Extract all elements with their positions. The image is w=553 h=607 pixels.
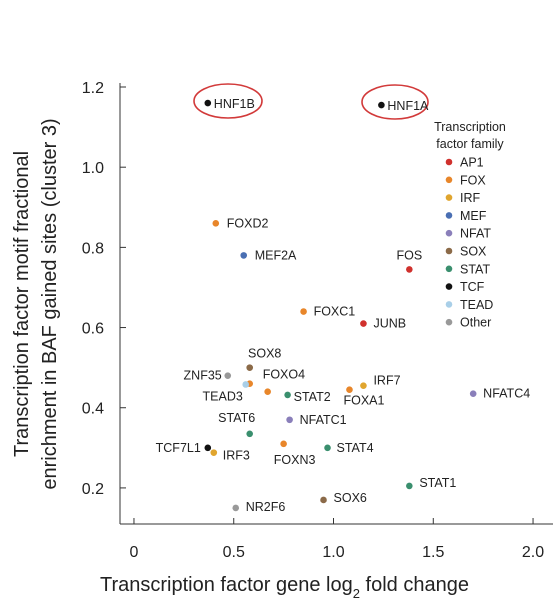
y-tick-label: 0.6: [82, 321, 104, 338]
point-label-foxn3: FOXN3: [274, 453, 316, 467]
legend-label-ap1: AP1: [460, 156, 484, 170]
legend-marker-fox: [445, 176, 453, 184]
point-label-nfatc4: NFATC4: [483, 387, 530, 401]
legend-title-line2: factor family: [436, 137, 504, 151]
legend-marker-sox: [445, 247, 453, 255]
data-point-tead3: [242, 381, 250, 388]
legend-marker-tcf: [445, 283, 453, 290]
legend-marker-nfat: [445, 229, 453, 237]
axis-titles: Transcription factor gene log2 fold chan…: [11, 118, 469, 601]
legend-marker-mef: [445, 212, 453, 219]
point-label-hnf1b: HNF1B: [214, 97, 255, 111]
data-point-foxc1: [300, 308, 307, 315]
legend-marker-ap1: [445, 158, 453, 166]
ticks: 0.2 0.4 0.6 0.8 1.0 1.2 0 0.5 1.0 1.5 2.0: [82, 80, 545, 561]
data-point-foxo4b: [264, 388, 271, 396]
point-label-foxo4: FOXO4: [263, 368, 305, 382]
x-tick-label: 0: [130, 544, 139, 561]
point-label-hnf1a: HNF1A: [387, 99, 429, 113]
data-point-stat6: [246, 430, 254, 438]
data-point-fos: [406, 266, 413, 273]
y-axis-title-line1: Transcription factor motif fractional: [11, 151, 33, 457]
legend-marker-stat: [445, 265, 453, 273]
data-points: HNF1B HNF1A FOXD2 MEF2A FOS FOXC1 JUNB SOX8 ZNF3…: [156, 97, 531, 514]
legend-label-stat: STAT: [460, 262, 490, 276]
legend: Transcription factor family AP1 FOX IRF MEF NF…: [434, 120, 506, 330]
data-point-stat1: [406, 482, 413, 490]
highlight-ellipses: [193, 83, 429, 120]
axes: [119, 83, 553, 525]
x-tick-label: 0.5: [223, 544, 245, 561]
legend-label-nfat: NFAT: [460, 227, 491, 241]
x-tick-label: 2.0: [522, 544, 544, 561]
legend-marker-other: [445, 318, 453, 326]
legend-label-mef: MEF: [460, 209, 487, 223]
point-label-stat1: STAT1: [419, 476, 456, 490]
legend-marker-irf: [445, 194, 453, 201]
point-label-fos: FOS: [396, 248, 422, 262]
data-point-sox8: [246, 364, 254, 371]
data-point-foxd2: [212, 220, 220, 227]
data-point-stat2: [284, 391, 291, 399]
x-axis-title-subscript: 2: [353, 586, 360, 601]
data-point-stat4: [324, 444, 331, 452]
point-label-mef2a: MEF2A: [255, 248, 297, 262]
data-point-foxa1: [346, 386, 353, 393]
legend-marker-tead: [445, 301, 453, 308]
data-point-foxn3: [280, 440, 287, 448]
point-label-stat6: STAT6: [218, 411, 255, 425]
point-label-stat4: STAT4: [337, 441, 374, 455]
point-label-tead3: TEAD3: [203, 389, 243, 403]
legend-label-sox: SOX: [460, 245, 487, 259]
data-point-irf3: [210, 449, 218, 456]
point-label-nr2f6: NR2F6: [246, 500, 286, 514]
x-axis-title-tail: fold change: [360, 574, 469, 596]
legend-label-other: Other: [460, 316, 491, 330]
data-point-tcf7l1: [204, 444, 212, 452]
x-tick-label: 1.0: [322, 544, 344, 561]
legend-title: Transcription: [434, 120, 506, 134]
y-tick-label: 0.4: [82, 401, 104, 418]
point-label-nfatc1: NFATC1: [300, 413, 347, 427]
x-tick-label: 1.5: [422, 544, 444, 561]
point-label-sox8: SOX8: [248, 347, 281, 361]
legend-label-tcf: TCF: [460, 280, 485, 294]
legend-label-fox: FOX: [460, 173, 486, 187]
y-tick-label: 1.2: [82, 80, 104, 97]
y-tick-label: 1.0: [82, 160, 104, 177]
point-label-irf7: IRF7: [373, 374, 400, 388]
y-tick-label: 0.2: [82, 481, 104, 498]
y-axis-title-line2: enrichment in BAF gained sites (cluster …: [39, 118, 61, 489]
x-axis-title-main: Transcription factor gene log: [100, 574, 353, 596]
data-point-hnf1b: [204, 99, 212, 107]
point-label-tcf7l1: TCF7L1: [156, 441, 201, 455]
data-point-sox6: [320, 496, 327, 504]
legend-label-irf: IRF: [460, 191, 481, 205]
data-point-irf7: [360, 382, 367, 389]
data-point-nr2f6: [232, 504, 240, 512]
point-label-irf3: IRF3: [223, 449, 250, 463]
legend-label-tead: TEAD: [460, 298, 493, 312]
point-label-foxd2: FOXD2: [227, 216, 269, 230]
data-point-hnf1a: [378, 101, 385, 109]
data-point-nfatc1: [286, 416, 293, 424]
y-tick-label: 0.8: [82, 240, 104, 257]
data-point-junb: [360, 320, 367, 327]
point-label-stat2: STAT2: [294, 390, 331, 404]
point-label-foxa1: FOXA1: [343, 394, 384, 408]
data-point-mef2a: [240, 252, 248, 259]
x-axis-title: Transcription factor gene log2 fold chan…: [100, 574, 469, 601]
data-point-nfatc4: [469, 390, 477, 398]
highlight-ellipse-hnf1a: [361, 84, 429, 120]
point-label-sox6: SOX6: [334, 491, 367, 505]
point-label-junb: JUNB: [373, 317, 406, 331]
data-point-znf35: [224, 372, 232, 379]
point-label-foxc1: FOXC1: [314, 305, 356, 319]
point-label-znf35: ZNF35: [184, 369, 222, 383]
highlight-ellipse-hnf1b: [193, 83, 263, 119]
